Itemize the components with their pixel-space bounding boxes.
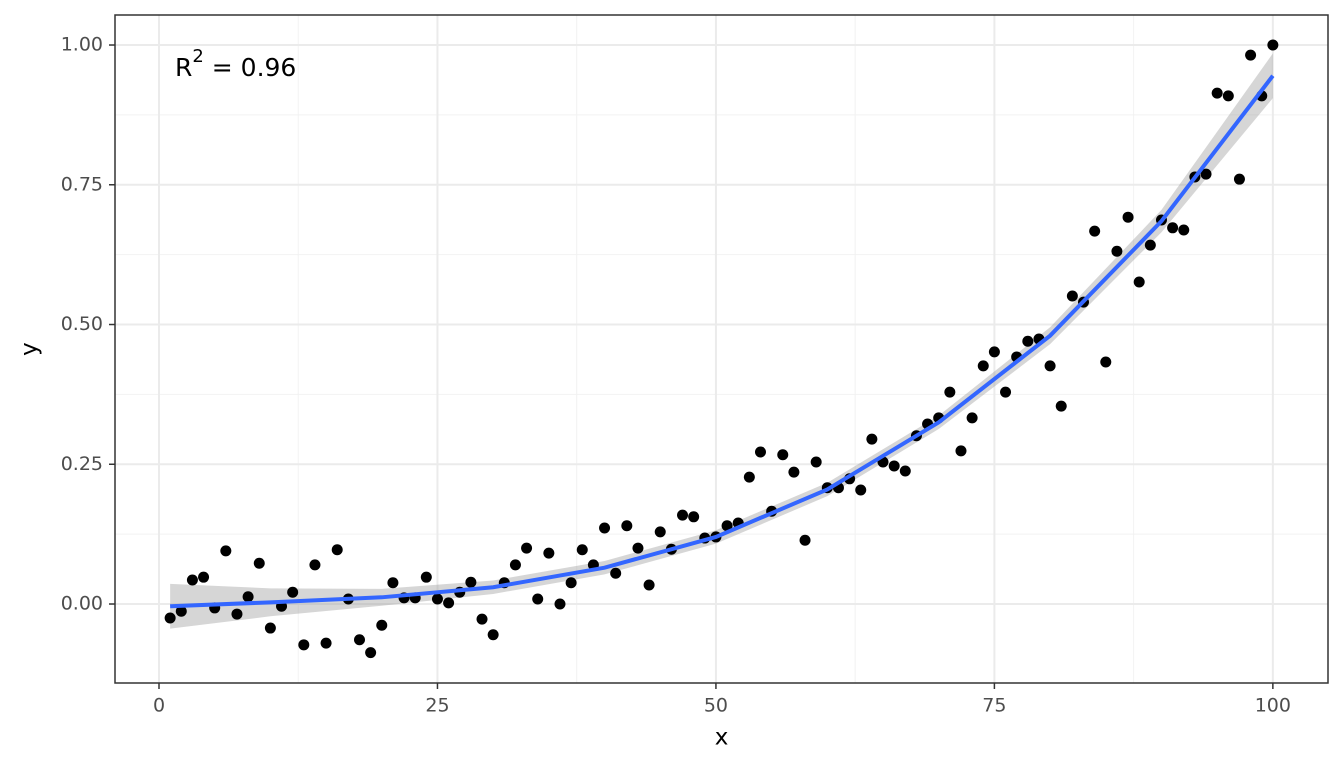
point [799, 534, 811, 546]
point [1133, 276, 1145, 288]
point [253, 557, 265, 569]
point [855, 484, 867, 496]
point [320, 637, 332, 649]
point [788, 466, 800, 478]
fit-line [170, 74, 1275, 609]
point [576, 544, 588, 556]
x-tick-label: 75 [982, 695, 1006, 717]
point [1267, 39, 1279, 51]
point [721, 520, 733, 532]
annotation: R2 = 0.96 [175, 46, 296, 82]
y-tick-label: 0.25 [61, 453, 103, 475]
point [521, 542, 533, 554]
y-tick-label: 0.75 [61, 173, 103, 195]
point [988, 346, 1000, 358]
point [554, 598, 566, 610]
point [1222, 90, 1234, 102]
annotation-rest: = 0.96 [204, 53, 297, 82]
point [955, 445, 967, 457]
point [353, 634, 365, 646]
point [1200, 168, 1212, 180]
point [688, 511, 700, 523]
point [387, 577, 399, 589]
point [164, 612, 176, 624]
point [643, 579, 655, 591]
point [1000, 386, 1012, 398]
point [810, 456, 822, 468]
point [298, 639, 310, 651]
point [220, 545, 232, 557]
x-tick-label: 0 [153, 695, 165, 717]
point [1044, 360, 1056, 372]
point [654, 526, 666, 538]
point [899, 465, 911, 477]
point [1122, 211, 1134, 223]
point [309, 559, 321, 571]
y-tick-label: 0.00 [61, 593, 103, 615]
point [1022, 335, 1034, 347]
point [365, 647, 377, 659]
point [1144, 239, 1156, 251]
point [977, 360, 989, 372]
point [599, 522, 611, 534]
point [420, 571, 432, 583]
point [888, 460, 900, 472]
point [509, 559, 521, 571]
point [465, 576, 477, 588]
point [1211, 87, 1223, 99]
confidence-band [170, 53, 1273, 629]
point [966, 412, 978, 424]
x-tick-label: 100 [1255, 695, 1291, 717]
point [565, 577, 577, 589]
point [264, 622, 276, 634]
point [242, 591, 254, 603]
x-tick-label: 50 [704, 695, 728, 717]
y-tick-label: 0.50 [61, 313, 103, 335]
annotation-base: R [175, 53, 192, 82]
point [1055, 400, 1067, 412]
point [543, 547, 555, 559]
point [532, 593, 544, 605]
point [944, 386, 956, 398]
point [777, 449, 789, 461]
point [1167, 222, 1179, 234]
point [198, 571, 210, 583]
point [431, 593, 443, 605]
point [287, 586, 299, 598]
point [175, 605, 187, 617]
point [677, 509, 689, 521]
x-tick-label: 25 [425, 695, 449, 717]
point [1089, 225, 1101, 237]
point [610, 567, 622, 579]
point [231, 608, 243, 620]
point [443, 597, 455, 609]
point [743, 471, 755, 483]
point [621, 520, 633, 532]
point [1233, 173, 1245, 185]
point [754, 446, 766, 458]
point [476, 613, 488, 625]
point [1245, 49, 1257, 61]
panel-border [114, 14, 1329, 684]
point [487, 629, 499, 641]
point [1178, 224, 1190, 236]
point [866, 433, 878, 445]
y-tick-label: 1.00 [61, 34, 103, 56]
point [1111, 245, 1123, 257]
annotation-sup: 2 [192, 46, 203, 67]
point [1066, 290, 1078, 302]
point [186, 574, 198, 586]
point [632, 542, 644, 554]
y-axis-title: y [17, 342, 43, 356]
x-axis-title: x [715, 725, 729, 751]
point [376, 619, 388, 631]
point [1100, 356, 1112, 368]
point [331, 544, 343, 556]
